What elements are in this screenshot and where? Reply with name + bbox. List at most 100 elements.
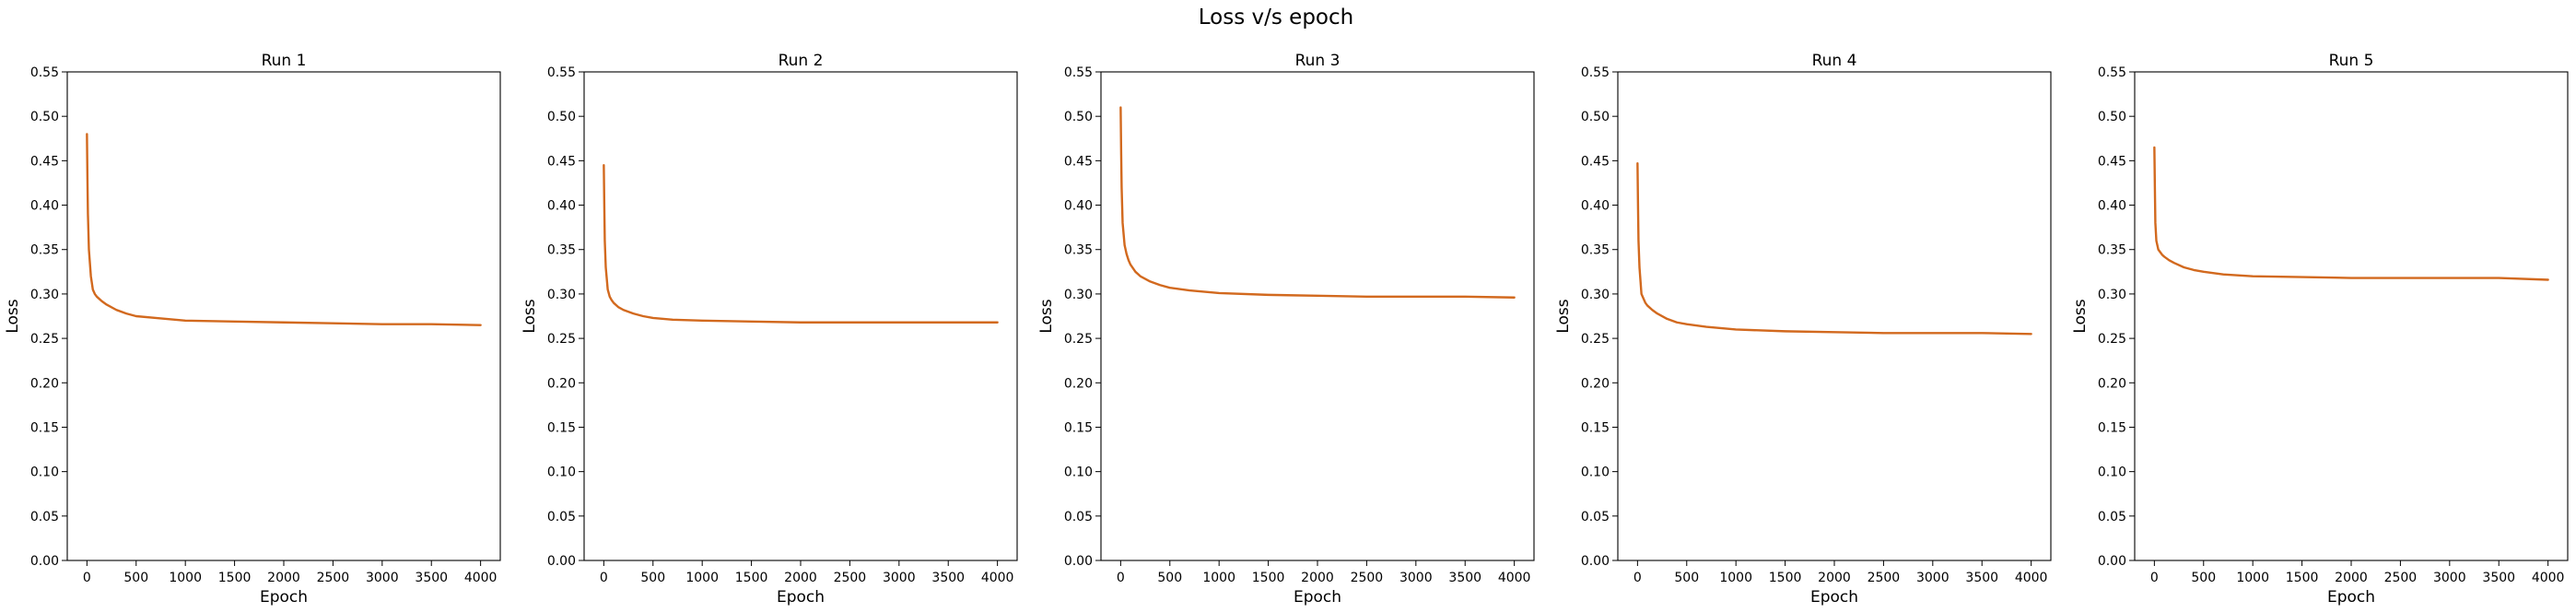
loss-series-line	[2153, 146, 2549, 281]
x-tick-label: 2500	[317, 571, 350, 585]
y-tick-label: 0.25	[1581, 332, 1610, 347]
x-tick-label: 0	[83, 571, 91, 585]
x-tick-label: 2000	[1301, 571, 1334, 585]
x-tick-label: 2000	[784, 571, 817, 585]
x-tick-label: 0	[2150, 571, 2159, 585]
x-axis-label: Epoch	[777, 588, 825, 607]
y-tick-label: 0.30	[1064, 288, 1093, 302]
subplot-3: Run 3 0 500 1000 1500 2000 2500 3000 3500 4000 0.0…	[1037, 52, 1535, 607]
y-tick-label: 0.20	[547, 376, 576, 391]
subplot-2: Run 2 0 500 1000 1500 2000 2500 3000 3500 4000 0.0…	[521, 52, 1018, 607]
y-tick-label: 0.00	[1581, 554, 1610, 569]
y-tick-label: 0.25	[1064, 332, 1093, 347]
x-tick-label: 3000	[1916, 571, 1950, 585]
y-tick-label: 0.45	[2098, 154, 2126, 169]
x-tick-label: 3000	[1399, 571, 1433, 585]
y-tick-label: 0.00	[547, 554, 576, 569]
x-tick-label: 2500	[834, 571, 867, 585]
y-tick-label: 0.20	[1581, 376, 1610, 391]
x-axis-label: Epoch	[1810, 588, 1858, 607]
x-tick-label: 500	[640, 571, 665, 585]
x-tick-label: 3000	[883, 571, 916, 585]
y-tick-label: 0.40	[2098, 199, 2126, 214]
x-tick-label: 1500	[2286, 571, 2319, 585]
y-tick-label: 0.40	[1064, 199, 1093, 214]
x-tick-label: 3000	[366, 571, 399, 585]
y-tick-label: 0.35	[547, 243, 576, 258]
y-axis-label: Loss	[1037, 299, 1056, 333]
subplot-title: Run 5	[2329, 52, 2374, 70]
x-tick-label: 4000	[981, 571, 1014, 585]
x-tick-label: 1500	[218, 571, 252, 585]
x-tick-label: 4000	[2015, 571, 2048, 585]
loss-series-line	[86, 133, 482, 326]
x-tick-label: 1000	[1719, 571, 1752, 585]
y-tick-label: 0.15	[30, 420, 59, 435]
x-tick-label: 2000	[1818, 571, 1851, 585]
y-tick-label: 0.20	[2098, 376, 2126, 391]
x-tick-label: 4000	[2532, 571, 2565, 585]
x-tick-label: 500	[1157, 571, 1182, 585]
y-tick-label: 0.50	[2098, 110, 2126, 124]
x-tick-label: 3500	[1965, 571, 1998, 585]
y-tick-label: 0.30	[1581, 288, 1610, 302]
y-tick-label: 0.40	[30, 199, 59, 214]
x-tick-label: 500	[2191, 571, 2216, 585]
x-tick-label: 2500	[2384, 571, 2418, 585]
y-tick-label: 0.05	[30, 510, 59, 525]
subplot-4: Run 4 0 500 1000 1500 2000 2500 3000 3500 4000 0.0…	[1554, 52, 2052, 607]
y-tick-label: 0.30	[30, 288, 59, 302]
y-axis-label: Loss	[1554, 299, 1573, 333]
y-tick-label: 0.55	[2098, 65, 2126, 80]
loss-series-line	[1119, 106, 1516, 299]
y-tick-label: 0.25	[547, 332, 576, 347]
loss-series-line	[603, 163, 999, 324]
y-tick-label: 0.05	[547, 510, 576, 525]
y-tick-label: 0.15	[1581, 420, 1610, 435]
x-tick-label: 2000	[2335, 571, 2368, 585]
subplot-title: Run 2	[779, 52, 824, 70]
y-tick-label: 0.30	[2098, 288, 2126, 302]
y-axis-label: Loss	[4, 299, 22, 333]
subplot-title: Run 1	[262, 52, 307, 70]
y-tick-label: 0.45	[1581, 154, 1610, 169]
y-tick-label: 0.05	[1581, 510, 1610, 525]
x-tick-label: 1000	[1202, 571, 1235, 585]
subplot-title: Run 3	[1295, 52, 1341, 70]
y-tick-label: 0.10	[547, 466, 576, 480]
y-tick-label: 0.35	[30, 243, 59, 258]
x-tick-label: 1500	[735, 571, 768, 585]
subplot-title: Run 4	[1812, 52, 1857, 70]
y-tick-label: 0.10	[2098, 466, 2126, 480]
y-tick-label: 0.55	[1064, 65, 1093, 80]
x-tick-label: 2500	[1868, 571, 1901, 585]
y-tick-label: 0.50	[1581, 110, 1610, 124]
y-tick-label: 0.40	[547, 199, 576, 214]
subplot-1: Run 1 0 500 1000 1500 2000 2500 3000 3500 4000 0.0…	[4, 52, 501, 607]
y-tick-label: 0.10	[1064, 466, 1093, 480]
y-tick-label: 0.00	[30, 554, 59, 569]
x-axis-label: Epoch	[2327, 588, 2375, 607]
subplot-5: Run 5 0 500 1000 1500 2000 2500 3000 3500 4000 0.0…	[2071, 52, 2569, 607]
y-tick-label: 0.25	[30, 332, 59, 347]
y-tick-label: 0.20	[1064, 376, 1093, 391]
x-tick-label: 0	[600, 571, 608, 585]
x-tick-label: 1000	[169, 571, 202, 585]
x-tick-label: 3500	[415, 571, 448, 585]
x-tick-label: 1500	[1769, 571, 1802, 585]
x-tick-label: 1000	[2236, 571, 2269, 585]
y-tick-label: 0.45	[1064, 154, 1093, 169]
y-tick-label: 0.45	[30, 154, 59, 169]
y-tick-label: 0.50	[30, 110, 59, 124]
y-tick-label: 0.30	[547, 288, 576, 302]
y-axis-label: Loss	[521, 299, 539, 333]
plot-frame	[2134, 71, 2569, 561]
y-axis-label: Loss	[2071, 299, 2090, 333]
y-tick-label: 0.05	[1064, 510, 1093, 525]
x-tick-label: 0	[1633, 571, 1642, 585]
loss-series-line	[1636, 162, 2032, 336]
y-tick-label: 0.35	[1064, 243, 1093, 258]
y-tick-label: 0.50	[1064, 110, 1093, 124]
plot-frame	[1100, 71, 1535, 561]
